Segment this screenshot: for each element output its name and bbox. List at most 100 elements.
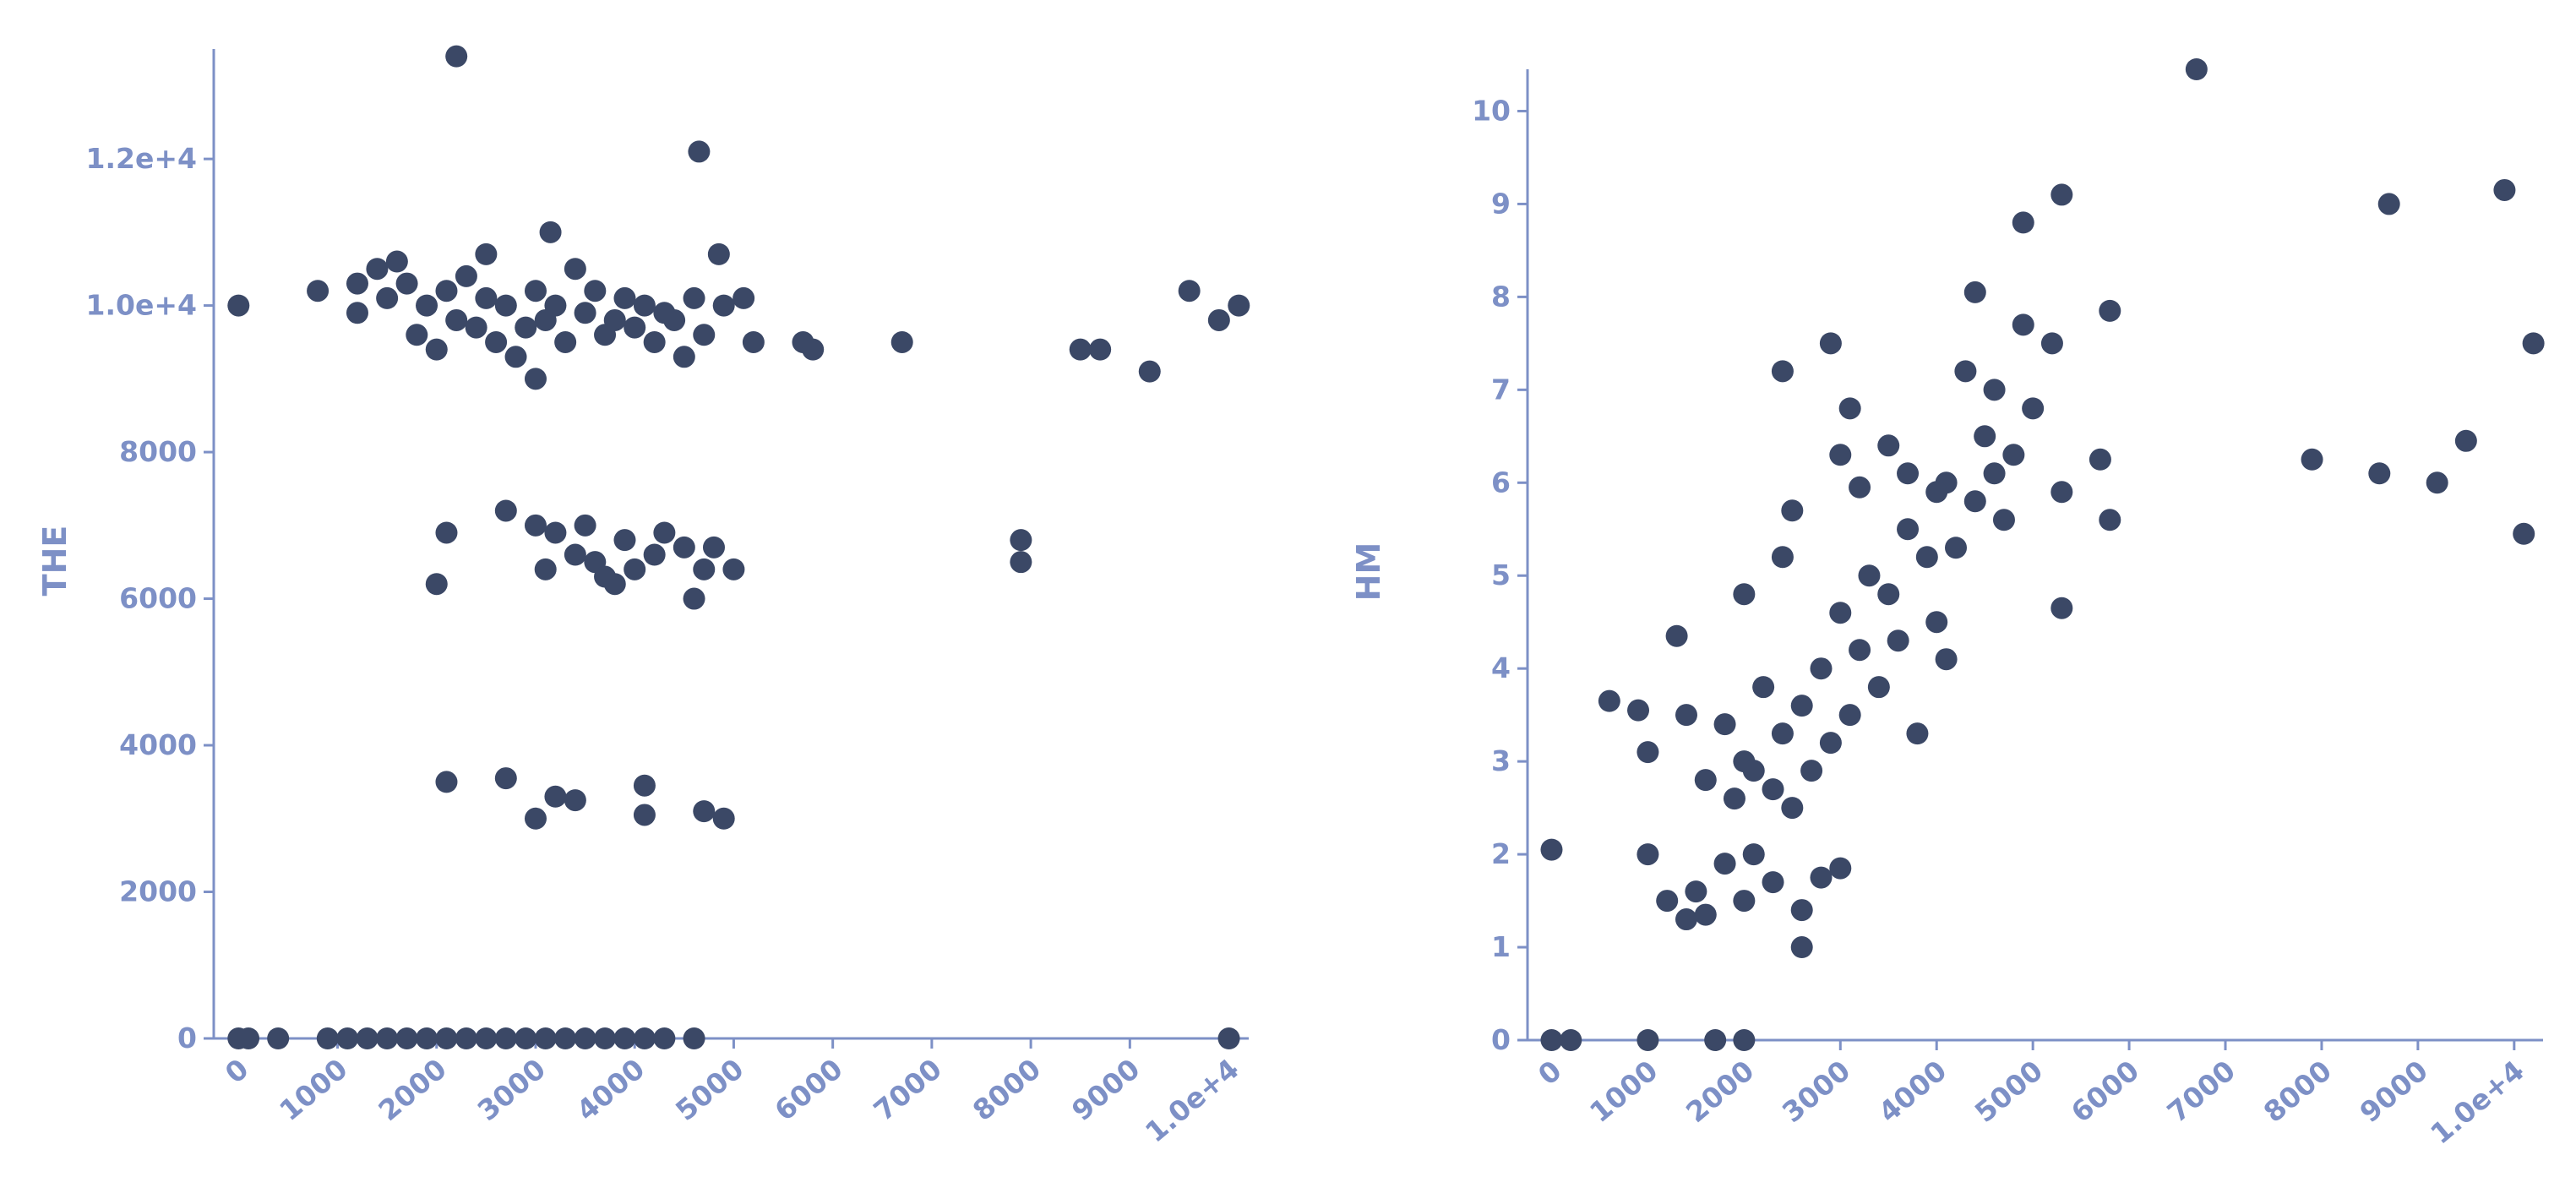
data-point: [475, 286, 498, 309]
data-point: [2089, 448, 2111, 471]
data-point: [693, 324, 716, 346]
data-point: [574, 514, 596, 537]
data-point: [1800, 760, 1823, 782]
data-point: [663, 308, 686, 331]
data-point: [1713, 713, 1736, 736]
data-point: [385, 250, 408, 273]
x-tick-label: 0: [1532, 1054, 1568, 1092]
x-tick-label: 7000: [2161, 1054, 2241, 1129]
data-point: [1704, 1029, 1727, 1051]
data-point: [633, 1027, 656, 1049]
data-point: [1974, 425, 1996, 448]
x-tick-label: 4000: [570, 1052, 651, 1127]
data-point: [1897, 518, 1920, 541]
data-point: [1945, 537, 1968, 559]
y-tick-label: 8: [1491, 280, 1511, 313]
y-tick-label: 9: [1491, 187, 1511, 220]
data-point: [2012, 211, 2034, 234]
data-point: [1762, 871, 1784, 894]
y-tick-label: 8000: [119, 435, 197, 468]
data-point: [722, 558, 745, 580]
data-point: [603, 308, 626, 331]
y-tick-label: 5: [1491, 559, 1511, 591]
y-tick-label: 0: [177, 1022, 197, 1054]
data-point: [346, 302, 368, 324]
data-point: [534, 1027, 557, 1049]
data-point: [515, 1027, 537, 1049]
data-point: [1790, 695, 1813, 717]
y-tick-label: 2: [1491, 837, 1511, 870]
data-point: [712, 294, 735, 317]
y-tick-label: 10: [1472, 94, 1511, 127]
data-point: [1829, 857, 1852, 880]
data-point: [395, 1027, 418, 1049]
data-point: [742, 330, 765, 353]
data-point: [504, 346, 527, 368]
y-tick-label: 3: [1491, 744, 1511, 777]
data-point: [544, 294, 567, 317]
y-axis-label: HM: [1350, 542, 1387, 602]
data-point: [683, 286, 705, 309]
y-tick-label: 1: [1491, 930, 1511, 963]
data-point: [2454, 429, 2477, 452]
data-point: [1771, 360, 1794, 383]
data-point: [683, 587, 705, 610]
data-point: [524, 368, 547, 390]
data-point: [1963, 281, 1986, 303]
data-point: [1217, 1027, 1240, 1049]
data-point: [2493, 178, 2516, 201]
data-point: [1637, 843, 1659, 866]
data-point: [673, 346, 695, 368]
data-point: [633, 804, 656, 826]
data-point: [1178, 280, 1201, 302]
x-tick-label: 5000: [669, 1052, 749, 1127]
data-point: [1685, 880, 1707, 903]
data-point: [1781, 797, 1804, 820]
data-point: [1228, 294, 1250, 317]
data-point: [425, 573, 448, 596]
data-point: [445, 45, 468, 68]
data-point: [890, 330, 913, 353]
data-point: [1790, 899, 1813, 922]
x-tick-label: 6000: [2065, 1054, 2145, 1129]
data-point: [1810, 866, 1833, 889]
data-point: [2099, 299, 2121, 322]
data-point: [2040, 332, 2063, 355]
data-point: [594, 1027, 617, 1049]
data-point: [524, 514, 547, 537]
data-point: [2099, 509, 2121, 531]
data-point: [395, 272, 418, 295]
data-point: [693, 558, 716, 580]
data-point: [1540, 1029, 1563, 1051]
data-point: [1733, 583, 1756, 606]
data-point: [693, 800, 716, 823]
data-point: [1915, 546, 1938, 569]
data-point: [673, 536, 695, 559]
x-tick-label: 3000: [1776, 1054, 1856, 1129]
data-point: [1694, 769, 1717, 792]
data-point: [406, 324, 428, 346]
data-point: [524, 280, 547, 302]
data-point: [1138, 360, 1161, 383]
data-point: [688, 140, 711, 163]
data-point: [1733, 1029, 1756, 1051]
data-point: [1935, 648, 1958, 671]
data-point: [435, 521, 458, 544]
data-point: [494, 1027, 517, 1049]
data-point: [1906, 722, 1929, 745]
data-point: [1954, 360, 1977, 383]
data-point: [1733, 890, 1756, 913]
data-point: [1819, 332, 1842, 355]
data-point: [366, 258, 389, 281]
x-tick-label: 3000: [471, 1052, 552, 1127]
data-point: [1810, 657, 1833, 680]
data-point: [643, 330, 666, 353]
data-point: [1713, 853, 1736, 875]
data-point: [455, 264, 477, 287]
y-tick-label: 4000: [119, 728, 197, 761]
data-point: [732, 286, 755, 309]
x-tick-label: 2000: [372, 1052, 452, 1127]
data-point: [1665, 624, 1688, 647]
x-tick-label: 8000: [2257, 1054, 2338, 1129]
data-point: [494, 294, 517, 317]
